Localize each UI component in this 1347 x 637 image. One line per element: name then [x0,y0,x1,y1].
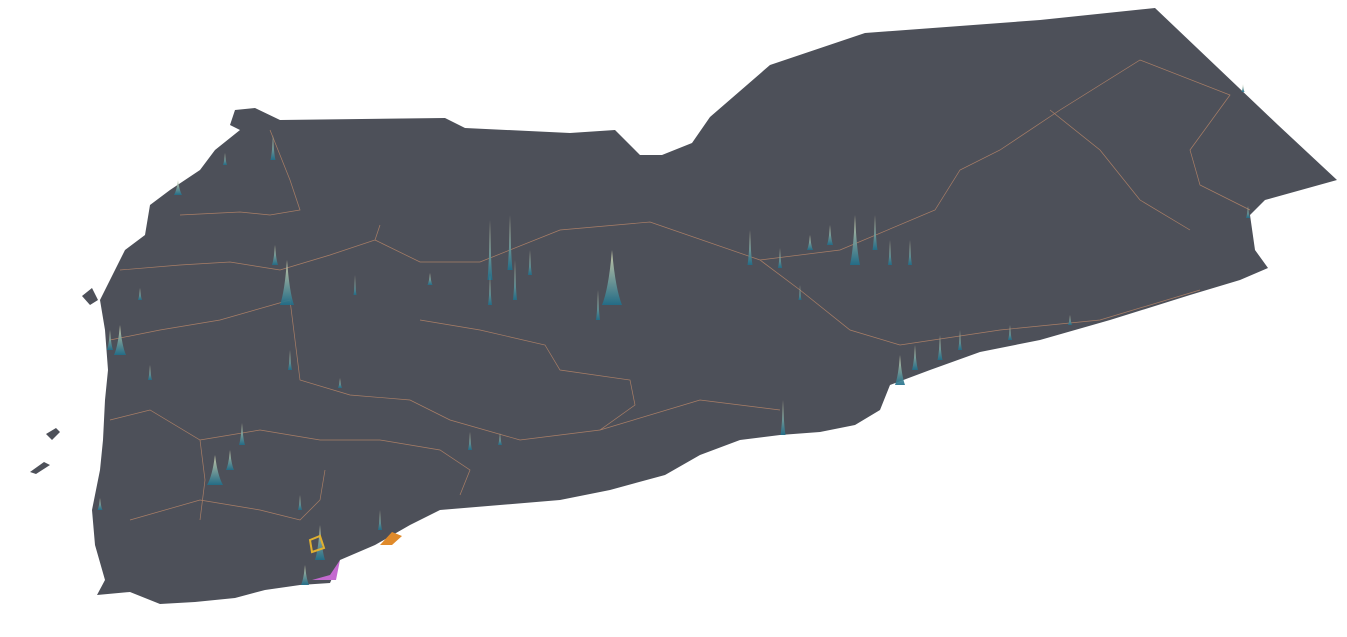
highlight-areas [308,532,402,580]
population-spike [780,400,786,435]
border-line [374,59,1251,263]
population-spike [895,355,905,385]
population-spike [872,215,878,250]
population-spike [301,565,309,585]
population-spike [596,290,600,320]
population-spike [513,260,517,300]
population-spikes [97,84,1250,585]
population-spike [174,180,182,195]
population-spike [1241,84,1245,92]
population-spike [97,498,103,510]
population-spike [353,275,357,295]
border-line [599,399,781,431]
highlight-yellow [308,534,326,554]
islands [30,288,98,474]
island [46,428,60,440]
population-spike [239,423,245,445]
population-spike [507,215,513,270]
population-spike [937,335,943,360]
population-spike [958,330,962,350]
population-spike [270,135,276,160]
population-spike [378,510,382,530]
population-spike [272,245,278,265]
island [30,462,50,474]
country-shape [92,8,1337,604]
population-spike [498,433,502,445]
population-spike [778,248,782,268]
population-spike [528,250,532,275]
border-line [109,299,291,341]
population-spike [602,250,622,305]
border-line [129,469,326,521]
population-spike [223,153,227,165]
population-spike [747,230,753,265]
border-line [199,439,206,521]
population-spike [107,330,113,350]
population-spike [912,345,918,370]
population-spike [338,378,342,388]
population-spike [288,350,292,370]
population-spike [315,525,325,560]
highlight-orange [380,532,402,545]
population-spike [280,260,294,305]
border-line [1049,109,1191,231]
population-spike [798,285,802,300]
population-spike [114,325,126,355]
population-spike [488,275,492,305]
population-spike [226,450,234,470]
population-spike [1068,315,1072,325]
population-spike [827,225,833,245]
population-spike [850,215,860,265]
island [82,288,98,305]
highlight-purple [312,560,340,580]
population-spike [138,288,142,300]
population-spike [908,240,912,265]
population-spike [148,365,152,380]
population-spike [1008,325,1012,340]
population-spike [888,240,892,265]
population-spike [207,455,223,485]
border-line [109,409,471,496]
population-spike [1246,206,1250,218]
population-spike [807,235,813,250]
border-line [179,129,301,216]
population-spike [468,432,472,450]
population-spike [427,273,433,285]
population-spike [487,220,493,280]
population-spike [298,495,302,510]
